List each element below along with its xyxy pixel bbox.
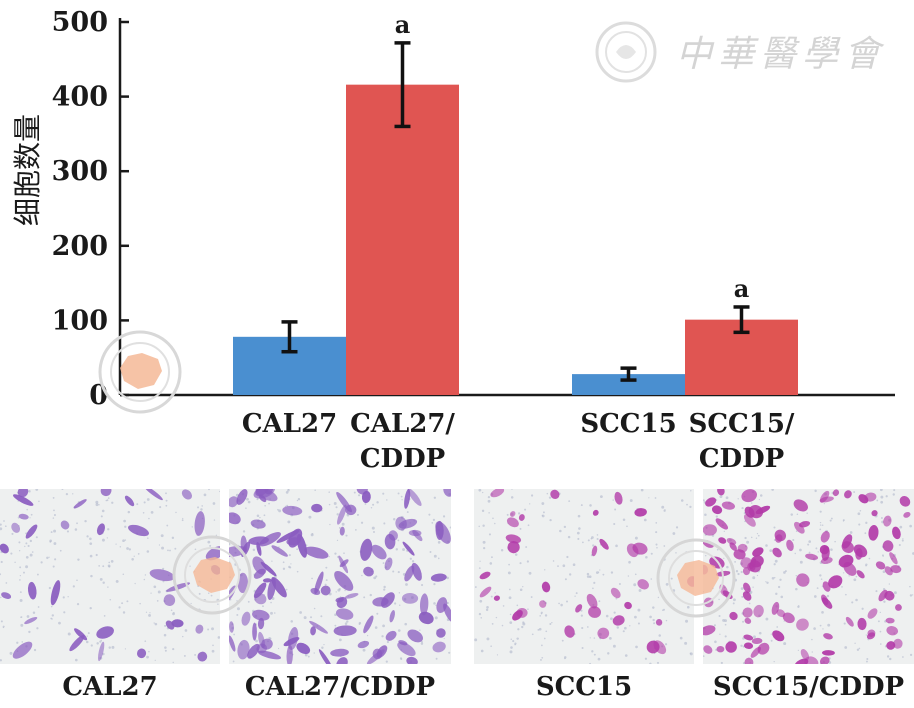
- micrograph-image: [703, 489, 914, 664]
- watermark: 中華醫學會: [595, 21, 886, 83]
- category-label: CAL27/: [350, 409, 455, 439]
- panel-seal-icon: [656, 538, 736, 618]
- micrograph-panel: [0, 489, 220, 664]
- category-label: CAL27: [242, 409, 337, 439]
- panel-seal-icon: [172, 535, 252, 615]
- y-tick-label: 0: [89, 380, 108, 411]
- micrograph-panel: [703, 489, 914, 664]
- bar-chart: 中華醫學會 0 100 200 300 400 500 CAL27 a CAL27/CDDP S…: [11, 7, 895, 474]
- category-label: CDDP: [360, 444, 445, 474]
- watermark-seal-icon: [595, 21, 657, 83]
- category-label: SCC15/: [689, 409, 795, 439]
- bar: [346, 84, 459, 395]
- panel-caption: SCC15: [535, 672, 633, 702]
- category-label: SCC15: [580, 409, 676, 439]
- significance-label: a: [395, 10, 411, 39]
- panel-caption: SCC15/CDDP: [712, 672, 905, 702]
- y-tick-label: 100: [52, 305, 108, 336]
- micrograph-image: [229, 489, 451, 664]
- micrograph-image: [0, 489, 220, 664]
- y-tick-label: 500: [52, 7, 108, 38]
- micrograph-panel: [229, 489, 451, 664]
- panel-caption: CAL27/CDDP: [244, 672, 436, 702]
- bars: CAL27 a CAL27/CDDP SCC15 a SCC15/CDDP: [233, 10, 798, 474]
- category-label: CDDP: [699, 444, 784, 474]
- bar: [572, 374, 685, 395]
- y-tick-label: 300: [52, 156, 108, 187]
- y-tick-label: 200: [52, 231, 108, 262]
- y-tick-label: 400: [52, 82, 108, 113]
- center-seal-icon: [98, 330, 182, 414]
- y-axis-label: 细胞数量: [11, 114, 44, 226]
- watermark-text: 中華醫學會: [676, 34, 886, 75]
- panel-caption: CAL27: [62, 672, 158, 702]
- significance-label: a: [734, 274, 750, 303]
